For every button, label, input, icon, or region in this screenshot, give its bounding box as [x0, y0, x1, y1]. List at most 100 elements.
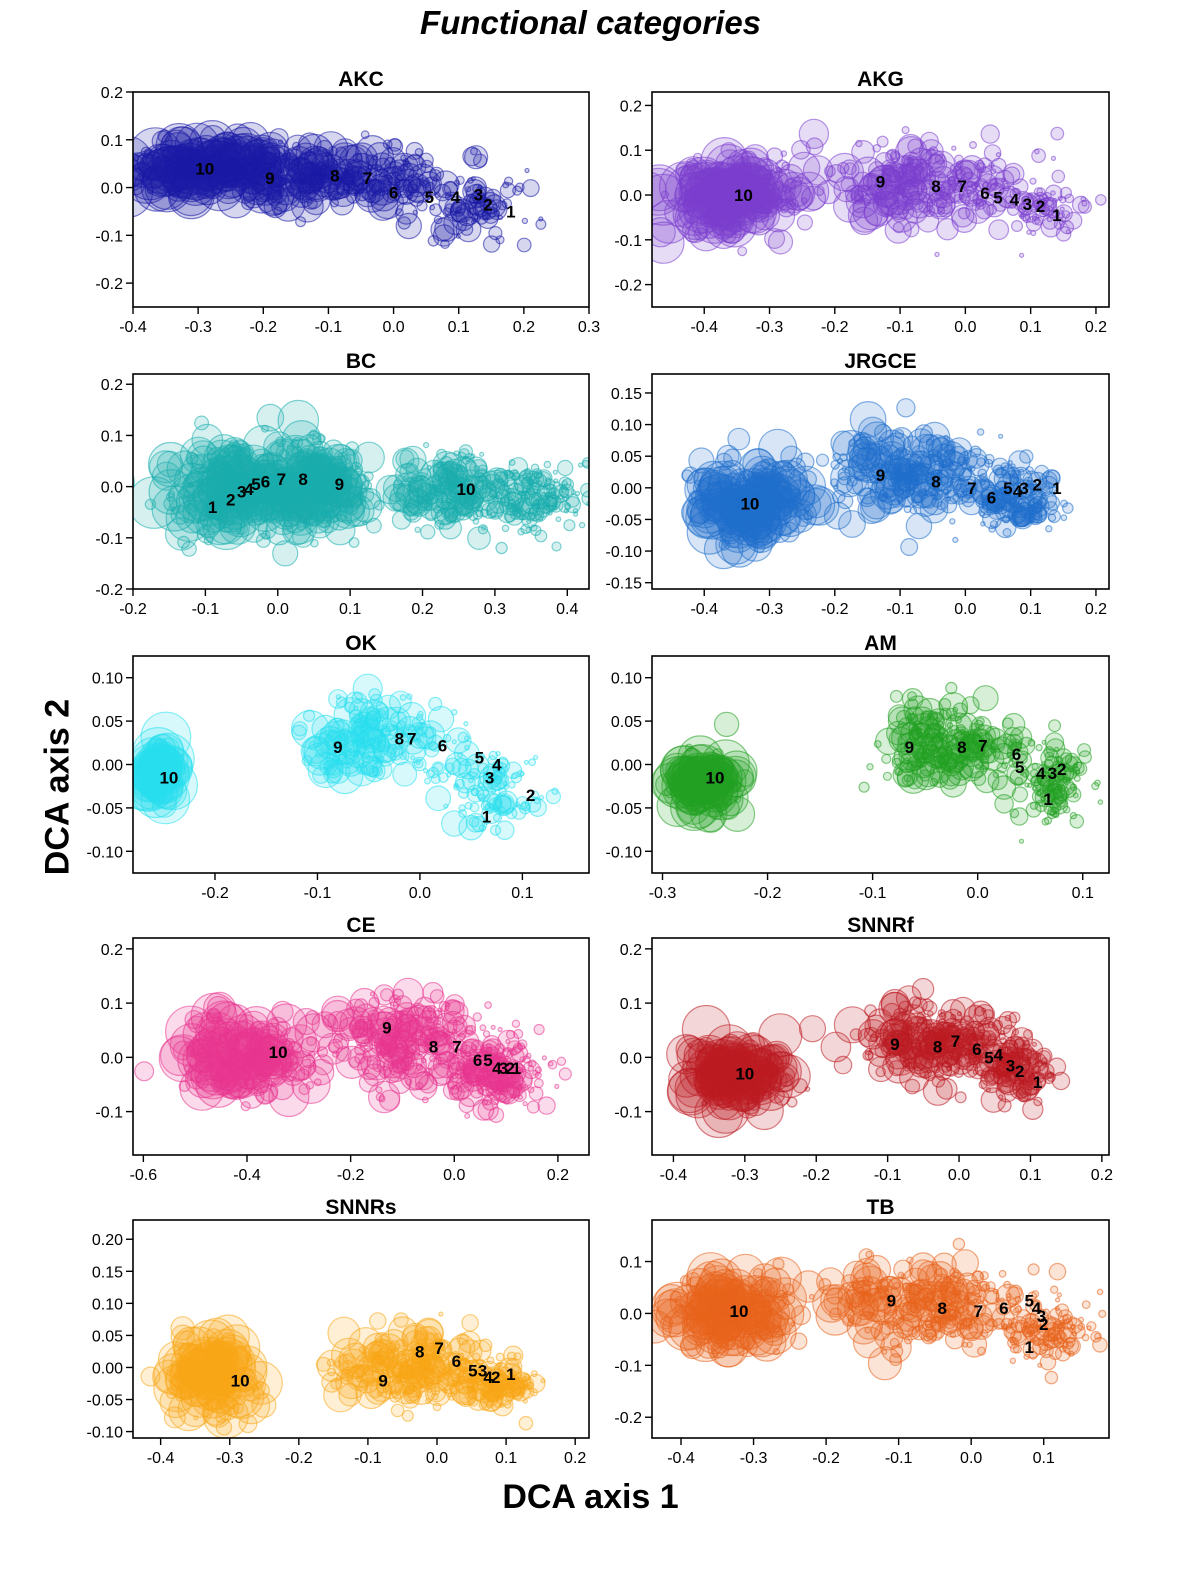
bubble-point — [495, 541, 508, 555]
bubble-point — [804, 1086, 811, 1092]
bubble-point — [533, 1023, 545, 1036]
bubble-point — [652, 167, 683, 216]
bubble-point — [511, 1019, 521, 1029]
bubble-point — [966, 180, 974, 188]
panel-akg: AKG-0.4 -0.3 -0.2 -0.1 0.0 0.1 0.2-0.2-0.10.00… — [614, 68, 1110, 336]
bubble-layer — [134, 977, 572, 1123]
bubble-point — [846, 475, 858, 487]
bubble-point — [494, 790, 518, 814]
x-tick-label: 0.0 — [443, 1167, 465, 1184]
y-tick-label: 0.0 — [620, 188, 642, 205]
panel-am: AM-0.3 -0.2 -0.1 0.0 0.1-0.10-0.050.000.050.… — [606, 632, 1110, 902]
bubble-point — [393, 1021, 411, 1039]
bubble-point — [194, 415, 210, 431]
bubble-point — [789, 171, 830, 212]
bubble-point — [679, 162, 711, 194]
bubble-point — [416, 1063, 424, 1071]
bubble-point — [505, 482, 525, 502]
bubble-point — [876, 135, 889, 148]
bubble-point — [462, 193, 479, 210]
bubble-point — [368, 1031, 384, 1047]
bubble-point — [563, 519, 576, 532]
bubble-point — [490, 1024, 496, 1030]
bubble-point — [464, 1112, 471, 1119]
bubble-point — [1060, 514, 1068, 522]
bubble-point — [522, 1101, 528, 1107]
bubble-point — [934, 251, 940, 258]
group-label: 1 — [1052, 206, 1061, 225]
bubble-point — [545, 477, 551, 483]
bubble-point — [221, 161, 233, 173]
bubble-point — [968, 141, 977, 150]
bubble-point — [532, 754, 539, 760]
bubble-point — [954, 165, 961, 172]
bubble-point — [692, 152, 703, 162]
bubble-point — [1007, 459, 1013, 466]
bubble-point — [857, 496, 886, 525]
bubble-point — [504, 761, 523, 780]
bubble-point — [463, 720, 469, 727]
x-tick-label: 0.0 — [967, 885, 989, 902]
bubble-point — [558, 1067, 572, 1081]
panel-title: OK — [345, 632, 377, 655]
bubble-point — [298, 161, 324, 186]
bubble-point — [353, 705, 359, 711]
bubble-point — [335, 1045, 352, 1062]
bubble-point — [881, 753, 892, 765]
bubble-point — [302, 709, 316, 722]
y-tick-label: -0.05 — [606, 801, 643, 818]
y-tick-label: 0.00 — [611, 758, 642, 775]
bubble-point — [451, 739, 457, 745]
bubble-point — [652, 217, 676, 248]
x-tick-label: -0.2 — [119, 601, 147, 618]
bubble-point — [301, 173, 323, 195]
bubble-point — [1095, 194, 1107, 206]
group-label: 2 — [526, 786, 535, 805]
bubble-point — [736, 166, 778, 208]
x-tick-label: -0.1 — [886, 319, 914, 336]
bubble-point — [979, 764, 988, 773]
x-tick-label: 0.0 — [954, 319, 976, 336]
x-tick-label: -0.2 — [821, 319, 849, 336]
bubble-point — [147, 441, 194, 488]
bubble-point — [457, 465, 466, 473]
bubble-point — [507, 1040, 522, 1055]
panel-akc: AKC-0.4 -0.3 -0.2 -0.1 0.0 0.1 0.2 0.3-0.2-0.10… — [95, 68, 600, 336]
bubble-point — [392, 761, 418, 787]
panel-title: BC — [346, 350, 376, 373]
bubble-point — [406, 153, 424, 172]
y-tick-label: 0.1 — [101, 428, 123, 445]
x-tick-label: 0.1 — [511, 885, 533, 902]
bubble-point — [275, 1020, 291, 1037]
bubble-point — [523, 759, 529, 766]
bubble-point — [242, 1061, 256, 1074]
bubble-point — [570, 489, 576, 495]
bubble-point — [1026, 229, 1032, 235]
bubble-point — [664, 197, 694, 228]
x-tick-label: -0.1 — [192, 601, 220, 618]
bubble-point — [1035, 743, 1043, 752]
bubble-point — [434, 507, 457, 530]
y-tick-label: 0.0 — [101, 1050, 123, 1067]
bubble-point — [458, 814, 484, 841]
bubble-point — [486, 1042, 492, 1049]
bubble-point — [350, 750, 358, 758]
bubble-point — [911, 706, 935, 730]
bubble-point — [458, 809, 468, 818]
x-tick-label: 0.4 — [556, 601, 578, 618]
bubble-point — [1002, 717, 1014, 729]
bubble-point — [782, 461, 793, 473]
bubble-point — [219, 447, 232, 460]
bubble-point — [972, 685, 999, 712]
group-label: 9 — [333, 738, 342, 757]
bubble-point — [186, 153, 202, 170]
bubble-point — [460, 222, 474, 236]
bubble-point — [494, 820, 515, 840]
bubble-point — [263, 194, 288, 219]
bubble-point — [507, 504, 513, 510]
bubble-point — [547, 1059, 558, 1070]
x-tick-label: -0.3 — [756, 319, 784, 336]
bubble-point — [521, 179, 540, 198]
